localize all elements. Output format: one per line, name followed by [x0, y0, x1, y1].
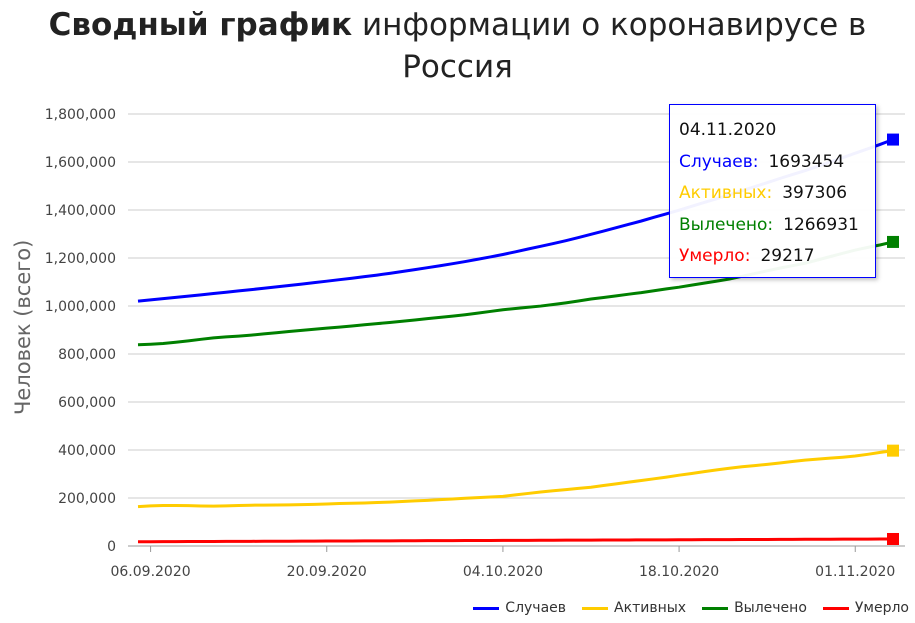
y-tick-label: 400,000: [58, 443, 116, 459]
series-deaths-line: [137, 537, 894, 544]
legend-label: Вылечено: [734, 600, 807, 616]
y-tick-label: 600,000: [58, 395, 116, 411]
chart-title: Сводный график информации о коронавирусе…: [0, 4, 915, 88]
x-tick-label: 20.09.2020: [287, 564, 367, 580]
x-tick-label: 01.11.2020: [815, 564, 895, 580]
tooltip-row: Случаев: 1693454: [679, 147, 875, 179]
y-axis-label: Человек (всего): [11, 239, 35, 415]
legend-item[interactable]: Случаев: [473, 600, 566, 616]
tooltip-label: Умерло:: [679, 246, 751, 266]
x-tick-label: 06.09.2020: [110, 564, 190, 580]
title-rest: информации о коронавирусе в Россия: [362, 7, 867, 85]
series-deaths-end-marker: [887, 532, 899, 545]
y-tick-label: 1,200,000: [45, 251, 116, 267]
y-tick-label: 1,400,000: [45, 203, 116, 219]
legend-item[interactable]: Активных: [582, 600, 686, 616]
series-active-end-marker: [887, 444, 899, 457]
x-tick-label: 04.10.2020: [463, 564, 543, 580]
legend-swatch: [822, 606, 849, 610]
tooltip-value: 1693454: [768, 151, 845, 172]
y-tick-label: 1,800,000: [45, 107, 116, 123]
series-recovered-end-marker: [887, 235, 899, 248]
y-tick-label: 800,000: [58, 347, 116, 363]
tooltip-label: Активных:: [679, 183, 773, 203]
legend: Случаев Активных Вылечено Умерло: [473, 600, 909, 616]
tooltip-value: 397306: [782, 183, 848, 203]
legend-item[interactable]: Вылечено: [702, 600, 807, 616]
y-tick-label: 1,000,000: [45, 299, 116, 315]
tooltip-row: Умерло: 29217: [679, 241, 875, 273]
tooltip-value: 1266931: [783, 214, 859, 235]
series-active-line: [137, 449, 894, 509]
legend-swatch: [582, 606, 609, 610]
x-tick-label: 18.10.2020: [639, 564, 719, 580]
tooltip-label: Случаев:: [679, 151, 759, 172]
legend-swatch: [702, 606, 729, 610]
tooltip-row: Вылечено: 1266931: [679, 210, 875, 242]
y-tick-label: 0: [107, 539, 116, 555]
tooltip-value: 29217: [760, 246, 815, 266]
title-bold: Сводный график: [48, 7, 353, 43]
tooltip-date: 04.11.2020: [679, 120, 777, 140]
legend-label: Активных: [614, 600, 687, 616]
legend-label: Случаев: [505, 600, 567, 616]
y-tick-label: 1,600,000: [45, 155, 116, 171]
tooltip: 04.11.2020 Случаев: 1693454 Активных: 39730…: [669, 104, 876, 278]
y-tick-label: 200,000: [58, 491, 116, 507]
legend-item[interactable]: Умерло: [822, 600, 909, 616]
tooltip-row: Активных: 397306: [679, 178, 875, 210]
tooltip-label: Вылечено:: [679, 214, 774, 235]
legend-swatch: [473, 606, 500, 610]
series-cases-end-marker: [887, 133, 899, 146]
legend-label: Умерло: [854, 600, 909, 616]
